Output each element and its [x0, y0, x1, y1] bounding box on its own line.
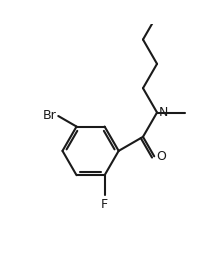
Text: Br: Br [43, 109, 56, 122]
Text: F: F [101, 198, 108, 211]
Text: O: O [156, 150, 166, 163]
Text: N: N [158, 106, 168, 119]
